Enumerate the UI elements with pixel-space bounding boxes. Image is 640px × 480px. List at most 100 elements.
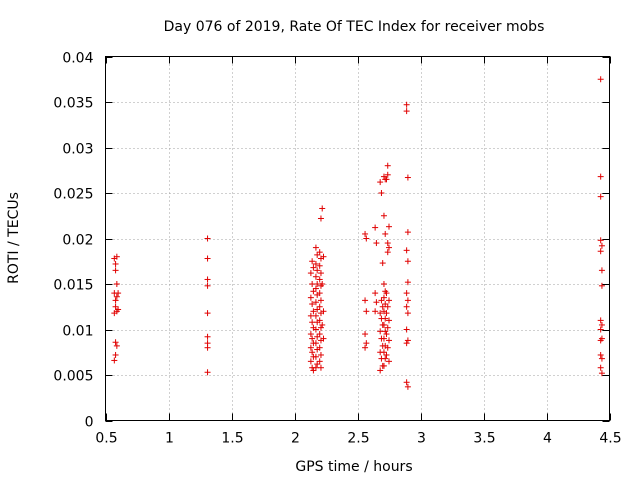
x-tick-label: 2.5 — [347, 431, 369, 447]
data-point — [317, 364, 324, 371]
data-point — [597, 364, 604, 371]
data-point — [312, 260, 319, 267]
data-point — [316, 249, 323, 256]
data-point — [403, 247, 410, 254]
data-point — [312, 285, 319, 292]
data-point — [597, 248, 604, 255]
data-point — [379, 260, 386, 267]
data-point — [372, 224, 379, 231]
data-point — [312, 244, 319, 251]
x-tick-label: 4 — [543, 431, 552, 447]
data-point — [383, 331, 390, 338]
y-tick-label: 0.025 — [53, 187, 93, 203]
data-point — [204, 276, 211, 283]
data-point — [112, 267, 119, 274]
data-point — [317, 351, 324, 358]
data-point — [386, 317, 392, 324]
data-point — [204, 235, 211, 242]
data-point — [314, 251, 321, 258]
data-point — [309, 258, 316, 265]
y-tick-label: 0.02 — [62, 233, 93, 249]
x-tick-label: 0.5 — [95, 431, 117, 447]
data-point — [403, 340, 410, 347]
data-point — [309, 281, 316, 287]
data-point — [403, 379, 410, 386]
data-point — [314, 333, 321, 340]
data-point — [384, 171, 391, 178]
data-point — [598, 321, 605, 328]
data-point — [204, 310, 211, 317]
data-point — [383, 351, 390, 358]
data-point — [307, 312, 314, 319]
data-point — [380, 173, 387, 180]
data-point — [377, 367, 384, 374]
data-point — [112, 339, 119, 346]
data-point — [316, 358, 323, 365]
data-point — [384, 249, 391, 256]
data-point — [112, 351, 119, 358]
data-point — [317, 297, 324, 304]
plot-frame — [105, 56, 610, 421]
y-tick-label: 0.015 — [53, 278, 93, 294]
data-point — [314, 281, 321, 287]
data-point — [404, 297, 411, 304]
data-point — [115, 306, 122, 313]
data-point — [404, 258, 411, 265]
data-point — [320, 253, 327, 260]
data-point — [384, 240, 391, 247]
data-point — [403, 326, 410, 333]
y-tick-label: 0.035 — [53, 96, 93, 112]
data-point — [386, 223, 392, 230]
data-point — [597, 237, 604, 244]
data-point — [380, 362, 387, 369]
data-point — [379, 303, 386, 310]
data-point — [307, 344, 314, 351]
data-point — [115, 290, 122, 297]
x-tick-label: 1 — [165, 431, 174, 447]
data-point — [112, 297, 119, 304]
data-point — [320, 335, 327, 342]
data-point — [362, 344, 369, 351]
data-point — [403, 303, 410, 310]
data-point — [204, 344, 211, 351]
data-point — [320, 308, 327, 315]
x-tick-labels: 0.5 1 1.5 2 2.5 3 3.5 4 4.5 — [95, 431, 621, 447]
data-point — [597, 337, 604, 344]
data-point — [310, 308, 317, 315]
data-point — [598, 242, 605, 249]
data-point — [382, 301, 389, 308]
data-point — [316, 290, 323, 297]
data-point — [597, 326, 604, 333]
data-point — [312, 299, 319, 306]
data-point — [317, 215, 324, 222]
y-tick-label: 0.005 — [53, 369, 93, 385]
x-tick-label: 2 — [291, 431, 300, 447]
data-point — [319, 205, 326, 212]
data-point — [382, 315, 389, 322]
data-point — [362, 297, 369, 304]
data-point — [111, 357, 118, 364]
data-point — [312, 326, 319, 333]
data-point — [319, 281, 326, 287]
data-point — [383, 290, 390, 297]
y-tick-labels: 0 0.005 0.01 0.015 0.02 0.025 0.03 0.035 0.04 — [53, 51, 93, 431]
data-point — [316, 317, 323, 324]
data-point — [316, 344, 323, 351]
grid — [105, 56, 610, 421]
data-point — [204, 282, 211, 289]
data-point — [310, 264, 317, 271]
data-point — [317, 270, 324, 277]
data-point — [598, 282, 605, 289]
data-point — [363, 340, 370, 347]
data-point — [307, 358, 314, 365]
data-point — [377, 310, 384, 317]
data-point — [380, 294, 387, 301]
y-axis-label: ROTI / TECUs — [6, 192, 22, 284]
data-point — [380, 281, 387, 287]
data-point — [312, 312, 319, 319]
data-point — [111, 310, 118, 317]
data-point — [404, 310, 411, 317]
data-point — [377, 179, 384, 186]
data-point — [314, 361, 321, 368]
data-point — [380, 321, 387, 328]
